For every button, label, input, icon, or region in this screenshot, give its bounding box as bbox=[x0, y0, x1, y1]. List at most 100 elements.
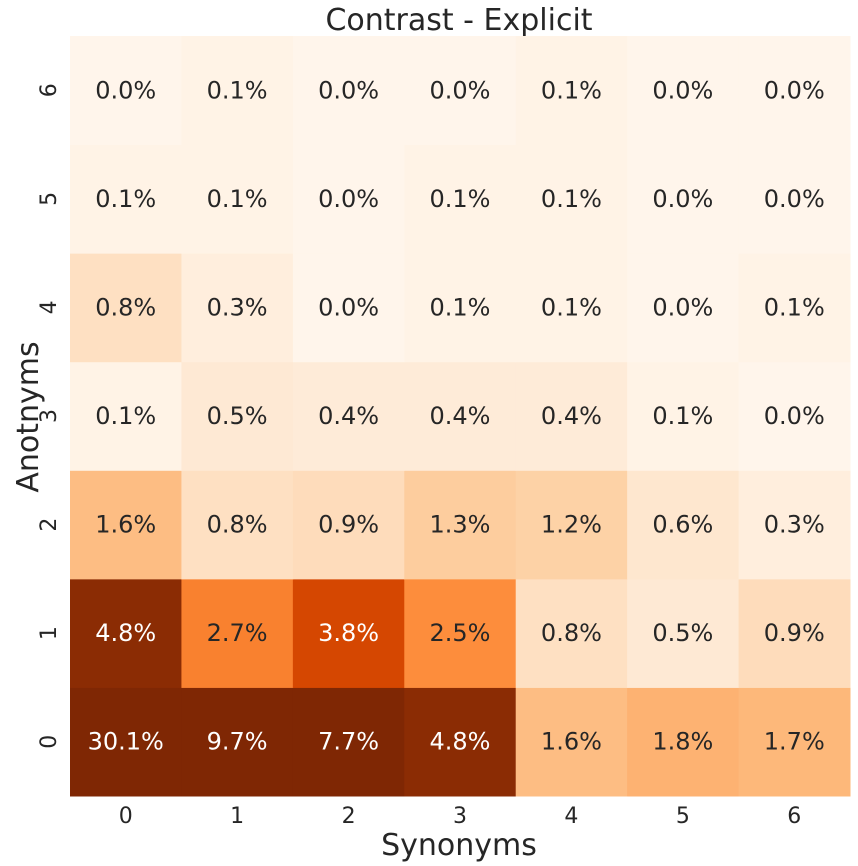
x-axis-label: Synonyms bbox=[381, 828, 537, 863]
cell-value-label: 9.7% bbox=[207, 728, 268, 756]
cell-value-label: 0.8% bbox=[541, 619, 602, 647]
cell-value-label: 1.8% bbox=[652, 728, 713, 756]
cell-value-label: 0.3% bbox=[207, 293, 268, 321]
y-tick-label: 5 bbox=[37, 192, 62, 206]
cell-value-label: 0.3% bbox=[764, 511, 825, 539]
heatmap-cell bbox=[292, 687, 405, 797]
heatmap-cells: 30.1% 9.7% 7.7% 4.8% 1.6% 1.8% 1.7% 4.8% 2.7% 3.8… bbox=[70, 36, 851, 797]
y-tick-label: 4 bbox=[37, 300, 62, 314]
y-tick-label: 1 bbox=[37, 626, 62, 640]
heatmap-cell bbox=[181, 361, 294, 471]
heatmap-cell bbox=[627, 361, 740, 471]
cell-value-label: 4.8% bbox=[95, 619, 156, 647]
heatmap-cell bbox=[70, 253, 182, 363]
x-tick-label: 5 bbox=[676, 804, 690, 829]
y-tick-label: 2 bbox=[37, 518, 62, 532]
heatmap-cell bbox=[404, 144, 517, 254]
heatmap-cell bbox=[292, 361, 405, 471]
heatmap-cell bbox=[181, 144, 294, 254]
heatmap-cell bbox=[515, 470, 628, 580]
heatmap-cell bbox=[404, 361, 517, 471]
cell-value-label: 1.6% bbox=[95, 511, 156, 539]
heatmap-cell bbox=[404, 687, 517, 797]
heatmap-cell bbox=[738, 36, 851, 146]
cell-value-label: 0.0% bbox=[318, 185, 379, 213]
heatmap-cell bbox=[515, 253, 628, 363]
cell-value-label: 0.1% bbox=[652, 402, 713, 430]
x-tick-label: 1 bbox=[230, 804, 244, 829]
cell-value-label: 0.0% bbox=[652, 185, 713, 213]
heatmap-cell bbox=[181, 578, 294, 688]
heatmap-cell bbox=[292, 144, 405, 254]
cell-value-label: 0.4% bbox=[541, 402, 602, 430]
x-axis-ticks: 0 1 2 3 4 5 6 bbox=[119, 804, 802, 829]
heatmap-cell bbox=[515, 36, 628, 146]
heatmap-cell bbox=[515, 578, 628, 688]
cell-value-label: 0.1% bbox=[430, 185, 491, 213]
heatmap-cell bbox=[515, 144, 628, 254]
cell-value-label: 0.9% bbox=[764, 619, 825, 647]
cell-value-label: 3.8% bbox=[318, 619, 379, 647]
heatmap-cell bbox=[627, 470, 740, 580]
heatmap-cell bbox=[404, 36, 517, 146]
y-tick-label: 0 bbox=[37, 735, 62, 749]
heatmap-cell bbox=[70, 144, 182, 254]
heatmap-cell bbox=[738, 144, 851, 254]
heatmap-cell bbox=[627, 144, 740, 254]
cell-value-label: 0.4% bbox=[318, 402, 379, 430]
heatmap-cell bbox=[292, 253, 405, 363]
cell-value-label: 0.4% bbox=[430, 402, 491, 430]
cell-value-label: 0.1% bbox=[95, 402, 156, 430]
y-axis-ticks: 0 1 2 3 4 5 6 bbox=[37, 83, 62, 748]
y-axis-label: Anotnyms bbox=[11, 341, 46, 492]
cell-value-label: 0.0% bbox=[652, 76, 713, 104]
cell-value-label: 0.1% bbox=[541, 76, 602, 104]
heatmap-cell bbox=[515, 687, 628, 797]
heatmap-cell bbox=[70, 361, 182, 471]
heatmap-cell bbox=[292, 578, 405, 688]
x-tick-label: 3 bbox=[453, 804, 467, 829]
cell-value-label: 0.8% bbox=[207, 511, 268, 539]
cell-value-label: 0.0% bbox=[764, 402, 825, 430]
cell-value-label: 1.6% bbox=[541, 728, 602, 756]
heatmap-cell bbox=[404, 253, 517, 363]
heatmap-cell bbox=[738, 578, 851, 688]
heatmap-cell bbox=[627, 36, 740, 146]
heatmap-cell bbox=[70, 687, 182, 797]
cell-value-label: 0.1% bbox=[207, 76, 268, 104]
heatmap-cell bbox=[738, 253, 851, 363]
cell-value-label: 0.1% bbox=[541, 185, 602, 213]
cell-value-label: 0.0% bbox=[318, 293, 379, 321]
heatmap-cell bbox=[515, 361, 628, 471]
cell-value-label: 0.0% bbox=[430, 76, 491, 104]
cell-value-label: 0.6% bbox=[652, 511, 713, 539]
heatmap-cell bbox=[292, 470, 405, 580]
cell-value-label: 2.7% bbox=[207, 619, 268, 647]
heatmap-cell bbox=[738, 470, 851, 580]
cell-value-label: 0.0% bbox=[764, 76, 825, 104]
cell-value-label: 0.1% bbox=[764, 293, 825, 321]
heatmap-cell bbox=[70, 470, 182, 580]
heatmap-cell bbox=[627, 253, 740, 363]
heatmap-cell bbox=[181, 687, 294, 797]
heatmap-cell bbox=[627, 578, 740, 688]
cell-value-label: 7.7% bbox=[318, 728, 379, 756]
chart-title: Contrast - Explicit bbox=[325, 3, 592, 38]
cell-value-label: 0.5% bbox=[207, 402, 268, 430]
x-tick-label: 6 bbox=[787, 804, 801, 829]
cell-value-label: 0.1% bbox=[541, 293, 602, 321]
heatmap-cell bbox=[292, 36, 405, 146]
cell-value-label: 2.5% bbox=[430, 619, 491, 647]
heatmap-cell bbox=[70, 578, 182, 688]
cell-value-label: 0.1% bbox=[207, 185, 268, 213]
cell-value-label: 0.0% bbox=[764, 185, 825, 213]
cell-value-label: 0.0% bbox=[95, 76, 156, 104]
cell-value-label: 0.0% bbox=[318, 76, 379, 104]
heatmap-cell bbox=[738, 361, 851, 471]
x-tick-label: 4 bbox=[564, 804, 578, 829]
cell-value-label: 4.8% bbox=[430, 728, 491, 756]
heatmap-cell bbox=[70, 36, 182, 146]
heatmap-cell bbox=[181, 253, 294, 363]
x-tick-label: 2 bbox=[342, 804, 356, 829]
